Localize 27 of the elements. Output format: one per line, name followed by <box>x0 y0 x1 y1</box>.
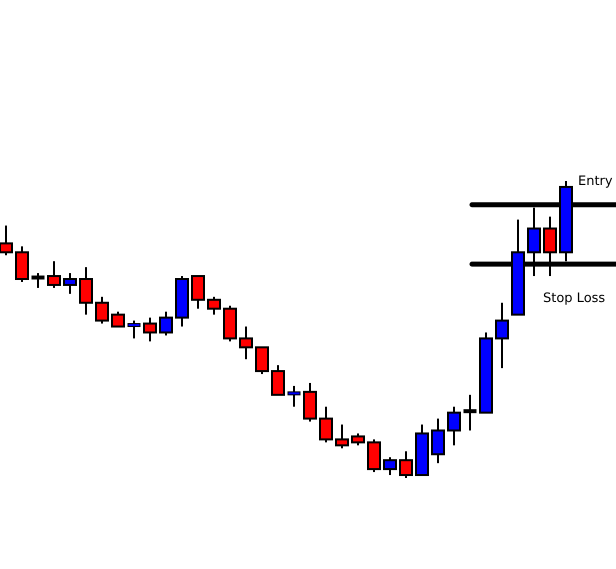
candlestick <box>464 394 476 432</box>
candlestick <box>0 224 13 256</box>
candlestick <box>207 296 221 316</box>
candlestick <box>383 456 397 476</box>
candlestick <box>47 260 61 289</box>
candlestick <box>111 310 125 328</box>
candlestick <box>239 326 253 360</box>
candlestick <box>399 450 413 479</box>
candlestick <box>191 275 205 310</box>
candlestick <box>335 424 349 450</box>
candlestick <box>95 296 109 325</box>
candlestick <box>159 310 173 336</box>
ref-line-label: Stop Loss <box>543 291 606 306</box>
candlestick <box>79 266 93 316</box>
candlestick <box>431 418 445 464</box>
candlestick <box>255 346 269 376</box>
candlestick <box>447 406 461 446</box>
candlestick <box>63 272 77 295</box>
candlestick <box>143 316 157 342</box>
candlestick <box>271 364 285 396</box>
candlestick <box>128 320 140 340</box>
candlestick <box>288 384 300 408</box>
candlestick <box>495 302 509 370</box>
candlestick <box>32 272 44 289</box>
candlestick <box>319 406 333 444</box>
ref-line-label: Entry <box>578 174 613 189</box>
candlestick <box>351 432 365 446</box>
